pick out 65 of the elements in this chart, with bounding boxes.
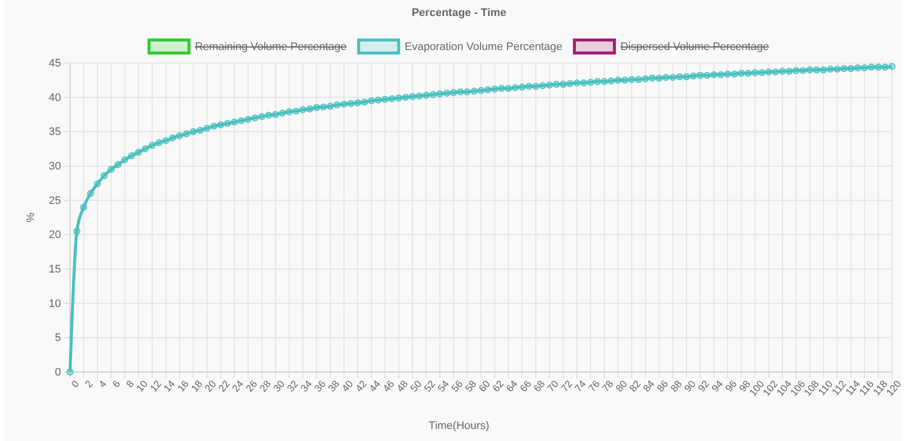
y-tick-label: 10 <box>48 298 61 310</box>
x-tick-label: 22 <box>216 378 233 394</box>
y-tick-label: 45 <box>48 58 61 70</box>
chart-title: Percentage - Time <box>412 7 506 19</box>
legend-label: Dispersed Volume Percentage <box>620 41 770 53</box>
x-tick-label: 60 <box>477 378 494 394</box>
x-tick-label: 20 <box>203 378 220 394</box>
x-tick-label: 70 <box>546 378 562 394</box>
y-tick-label: 35 <box>48 126 61 138</box>
x-tick-label: 6 <box>110 378 124 390</box>
y-axis-title: % <box>25 212 37 222</box>
x-tick-label: 46 <box>381 378 398 394</box>
x-tick-label: 40 <box>340 378 356 394</box>
x-tick-label: 12 <box>148 378 164 394</box>
y-tick-label: 20 <box>48 229 61 242</box>
y-tick-label: 25 <box>48 194 61 207</box>
x-tick-label: 52 <box>422 378 438 394</box>
x-tick-label: 36 <box>312 378 329 394</box>
x-tick-label: 18 <box>190 378 206 394</box>
x-axis-title: Time(Hours) <box>428 420 490 432</box>
x-tick-label: 34 <box>299 378 316 394</box>
x-tick-label: 64 <box>504 378 521 394</box>
x-tick-label: 14 <box>162 378 178 394</box>
x-tick-label: 68 <box>532 378 548 394</box>
y-tick-label: 0 <box>54 366 61 379</box>
x-tick-label: 72 <box>559 378 576 394</box>
x-tick-label: 10 <box>134 378 151 394</box>
x-tick-label: 4 <box>97 378 110 390</box>
x-tick-label: 78 <box>600 378 616 394</box>
x-tick-label: 30 <box>272 378 288 394</box>
x-tick-label: 80 <box>614 378 630 394</box>
x-tick-label: 96 <box>724 378 740 394</box>
legend-label: Remaining Volume Percentage <box>194 41 347 53</box>
y-tick-label: 5 <box>54 332 61 344</box>
x-tick-label: 38 <box>326 378 342 394</box>
y-tick-label: 30 <box>48 160 61 173</box>
x-tick-label: 88 <box>669 378 685 394</box>
x-tick-label: 44 <box>368 378 384 394</box>
x-tick-label: 8 <box>124 378 137 390</box>
x-tick-label: 62 <box>490 378 507 394</box>
x-tick-label: 16 <box>176 378 192 394</box>
x-tick-label: 42 <box>354 378 370 394</box>
x-tick-label: 56 <box>450 378 466 394</box>
x-tick-label: 24 <box>230 378 247 394</box>
x-tick-label: 28 <box>258 378 274 394</box>
y-tick-label: 40 <box>48 92 61 104</box>
x-tick-label: 76 <box>586 378 603 394</box>
y-tick-label: 15 <box>48 264 61 276</box>
x-tick-label: 54 <box>436 378 452 394</box>
x-tick-label: 0 <box>70 378 82 390</box>
x-tick-label: 26 <box>244 378 260 394</box>
x-tick-label: 2 <box>84 378 96 390</box>
x-tick-label: 84 <box>642 378 658 394</box>
x-tick-label: 82 <box>628 378 644 394</box>
x-tick-label: 66 <box>518 378 534 394</box>
x-tick-label: 92 <box>696 378 712 394</box>
x-tick-label: 50 <box>408 378 425 394</box>
x-tick-label: 94 <box>710 378 726 394</box>
legend-label: Evaporation Volume Percentage <box>404 41 562 53</box>
x-tick-label: 90 <box>682 378 699 394</box>
x-tick-label: 48 <box>395 378 411 394</box>
x-tick-label: 74 <box>573 378 590 394</box>
x-tick-label: 86 <box>655 378 672 394</box>
x-tick-label: 32 <box>285 378 302 394</box>
x-tick-label: 58 <box>464 378 480 394</box>
